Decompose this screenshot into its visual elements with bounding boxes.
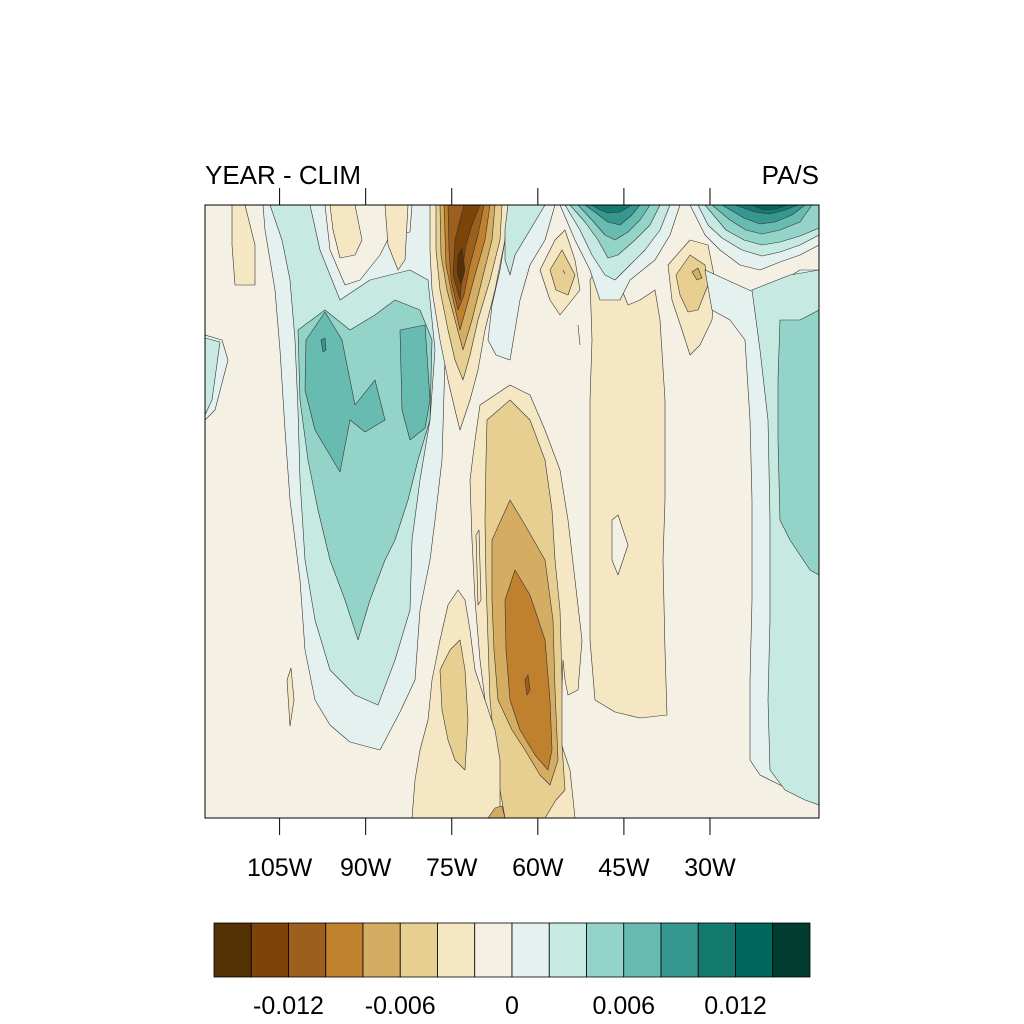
contour-region-upper-neg-faint-b (329, 205, 363, 259)
x-axis: 105W 90W 75W 60W 45W 30W (247, 188, 736, 882)
colorbar-swatch (697, 922, 736, 978)
colorbar-swatch (511, 922, 550, 978)
colorbar-swatch (772, 922, 811, 978)
contour-region-right-pos-l2 (777, 309, 819, 576)
x-tick-label: 90W (340, 854, 392, 882)
colorbar-label: 0.012 (704, 992, 767, 1020)
colorbar-swatch (660, 922, 699, 978)
contour-region-bottom-neg-strip (475, 529, 482, 606)
colorbar-label: -0.006 (365, 992, 436, 1020)
contour-region-upper-neg-faint-a (231, 205, 256, 286)
contour-region-top-middle-pos-l5 (591, 205, 633, 214)
colorbar-label: 0.006 (592, 992, 655, 1020)
contour-fill-layer (205, 205, 819, 818)
colorbar-label: 0 (505, 992, 519, 1020)
colorbar-swatch (548, 922, 587, 978)
contour-region-top-right-pos-core (751, 205, 789, 211)
x-tick-label: 60W (512, 854, 564, 882)
colorbar-label: -0.012 (253, 992, 324, 1020)
contour-region-upper-neg-faint-c (384, 205, 409, 271)
contour-region-west-pos-core-a (304, 311, 386, 473)
colorbar-labels: -0.012 -0.006 0 0.006 0.012 (253, 992, 767, 1020)
x-tick-label: 30W (684, 854, 736, 882)
colorbar-swatch (586, 922, 625, 978)
colorbar-swatch (474, 922, 513, 978)
colorbar-swatch (623, 922, 662, 978)
contour-line-0 (577, 324, 581, 346)
colorbar-swatch (735, 922, 774, 978)
contour-region-lower-mid-neg-core (524, 674, 531, 696)
contour-region-ne-neg-blob-dot (691, 267, 703, 281)
contour-region-lower-mid-neg-l3 (504, 569, 553, 771)
colorbar-swatch (250, 922, 289, 978)
colorbar-swatch (437, 922, 476, 978)
x-tick-label: 105W (247, 854, 313, 882)
colorbar (213, 922, 811, 978)
contour-region-right-neg-outer (589, 264, 668, 719)
contour-region-left-edge-pos-core (205, 337, 221, 416)
colorbar-swatch (362, 922, 401, 978)
colorbar-swatch (399, 922, 438, 978)
x-tick-label: 45W (598, 854, 650, 882)
title-left: YEAR - CLIM (205, 160, 361, 190)
contour-region-bottom-neg-dot (487, 805, 506, 818)
colorbar-swatch (213, 922, 252, 978)
contour-region-top-middle-pos-l4 (584, 205, 641, 226)
contour-region-right-neg-hole (611, 514, 629, 576)
contour-line-1 (562, 269, 566, 275)
contour-region-west-pos-dot (320, 337, 327, 353)
colorbar-swatch (288, 922, 327, 978)
title-right: PA/S (762, 160, 819, 190)
colorbar-swatch (325, 922, 364, 978)
contour-region-upper-right-pos-l1 (504, 205, 546, 276)
contour-region-small-neg-center-left (286, 667, 295, 727)
contour-region-central-neg-core (456, 247, 466, 286)
contour-region-west-pos-core-b (399, 324, 431, 441)
contour-region-bottom-neg-left-l1 (439, 639, 469, 771)
x-tick-label: 75W (426, 854, 478, 882)
plot-frame (204, 204, 820, 819)
contour-region-ne-neg-blob-core (675, 254, 709, 313)
contour-region-upper-right-neg-small-core (549, 249, 576, 296)
